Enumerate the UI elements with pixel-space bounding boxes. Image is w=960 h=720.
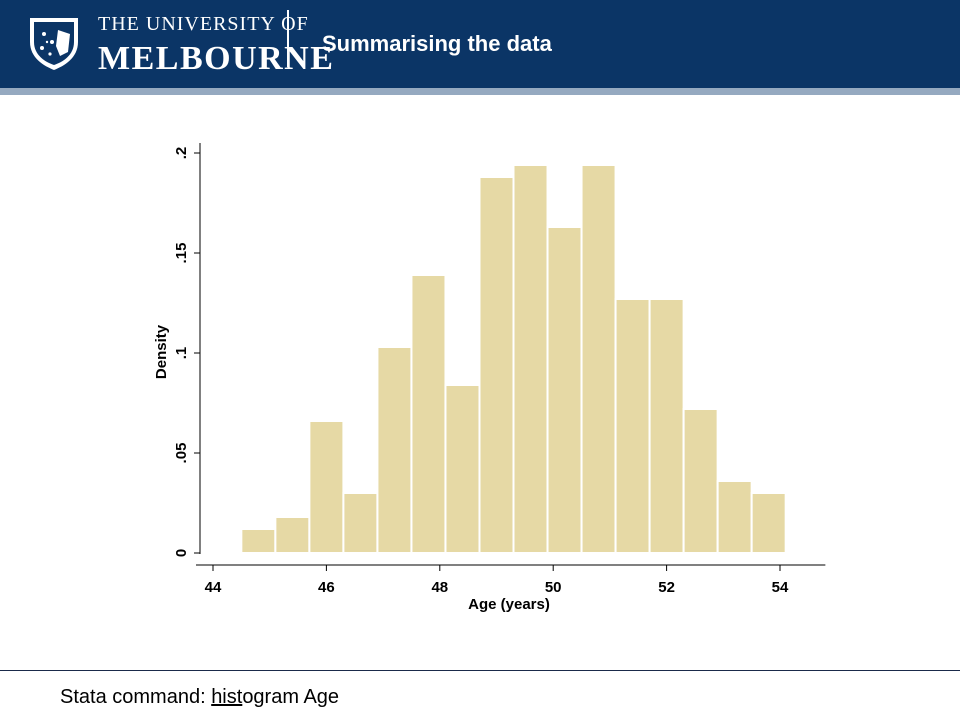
footer-underlined: hist [211,686,243,708]
x-axis-title: Age (years) [468,596,550,613]
header-accent-line [0,88,960,95]
y-tick-label-3: .15 [173,243,190,264]
slide-title: Summarising the data [322,31,552,56]
logo-line-2: MELBOURNE [98,40,335,77]
x-tick-label-46: 46 [318,579,335,596]
x-tick-label-54: 54 [772,579,789,596]
footer-rule [0,670,960,671]
logo-line-1: THE UNIVERSITY OF [98,13,309,35]
histogram-bar-16 [750,492,787,554]
x-tick-label-50: 50 [545,579,562,596]
histogram-bar-8 [478,176,515,554]
histogram-bar-5 [376,346,413,554]
histogram-bar-15 [716,480,753,554]
histogram-bar-4 [342,492,379,554]
histogram-bar-7 [444,384,481,554]
histogram-bar-13 [648,298,685,554]
header-divider [287,10,289,67]
histogram-bar-14 [682,408,719,554]
university-crest-icon [30,18,78,70]
footer-caption: Stata command: histogram Age [60,686,339,709]
y-tick-label-1: .05 [173,443,190,464]
y-tick-label-2: .1 [173,347,190,360]
header-bar: THE UNIVERSITY OF MELBOURNE Summarising … [0,0,960,88]
histogram-bar-12 [614,298,651,554]
histogram-bar-3 [308,420,345,554]
x-tick-label-48: 48 [431,579,448,596]
histogram-bar-9 [512,164,549,554]
x-tick-label-44: 44 [205,579,222,596]
histogram-bar-1 [240,528,277,554]
footer-prefix: Stata command: [60,686,212,708]
histogram-bar-2 [274,516,311,554]
y-tick-label-4: .2 [173,147,190,160]
y-axis-title: Density [153,324,170,379]
histogram-bar-6 [410,274,447,554]
histogram-bar-11 [580,164,617,554]
footer-rest: ogram Age [242,686,340,708]
y-tick-label-0: 0 [173,549,190,557]
histogram-bar-10 [546,226,583,554]
x-tick-label-52: 52 [658,579,675,596]
